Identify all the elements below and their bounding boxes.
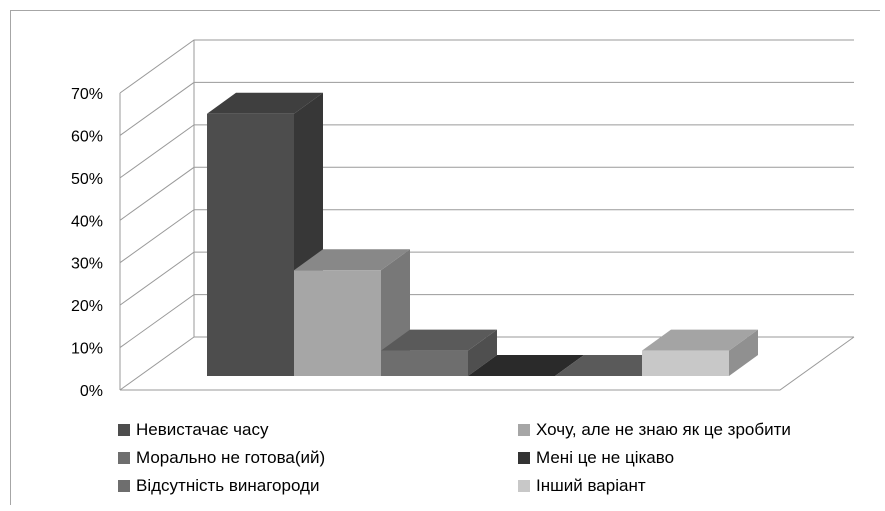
legend: Невистачає часу Хочу, але не знаю як це … <box>118 418 858 508</box>
bar-top <box>642 329 758 351</box>
legend-label: Хочу, але не знаю як це зробити <box>536 420 791 439</box>
legend-label: Інший варіант <box>536 476 646 495</box>
bar-front <box>207 113 294 377</box>
legend-item: Морально не готова(ий) <box>118 446 325 470</box>
y-tick-label: 30% <box>71 256 103 273</box>
y-tick-label: 0% <box>80 383 103 400</box>
legend-swatch <box>118 480 130 492</box>
legend-label: Відсутність винагороди <box>136 476 320 495</box>
bar <box>294 249 410 376</box>
y-tick-label: 60% <box>71 128 103 145</box>
floor-edge <box>120 336 855 391</box>
legend-swatch <box>118 452 130 464</box>
bar-top <box>294 249 410 271</box>
bar-top <box>381 329 497 351</box>
bar-chart-3d: 0% 10% 20% 30% 40% 50% 60% 70% <box>71 39 855 400</box>
bar <box>207 92 323 377</box>
legend-label: Морально не готова(ий) <box>136 448 326 467</box>
bar-top <box>468 355 584 376</box>
legend-item: Відсутність винагороди <box>118 474 319 498</box>
bar-front <box>294 270 381 376</box>
legend-item: Мені це не цікаво <box>518 446 674 470</box>
legend-label: Мені це не цікаво <box>536 448 675 467</box>
bar-side <box>468 329 497 376</box>
bar <box>468 355 584 376</box>
y-tick-label: 10% <box>71 341 103 358</box>
y-tick-label: 20% <box>71 298 103 315</box>
legend-swatch <box>518 424 530 436</box>
legend-item: Невистачає часу <box>118 418 268 442</box>
legend-swatch <box>518 480 530 492</box>
legend-swatch <box>118 424 130 436</box>
gridline <box>119 39 854 94</box>
bar-top <box>207 92 323 114</box>
bar-front <box>381 350 468 376</box>
y-tick-label: 50% <box>71 171 103 188</box>
y-tick-label: 40% <box>71 213 103 230</box>
legend-swatch <box>518 452 530 464</box>
legend-item: Хочу, але не знаю як це зробити <box>518 418 791 442</box>
legend-item: Інший варіант <box>518 474 646 498</box>
bar-front <box>642 350 729 376</box>
legend-label: Невистачає часу <box>136 420 269 439</box>
bar <box>381 329 497 376</box>
bar <box>642 329 758 376</box>
bar-side <box>729 329 758 376</box>
y-tick-label: 70% <box>71 86 103 103</box>
chart-frame <box>10 10 880 505</box>
